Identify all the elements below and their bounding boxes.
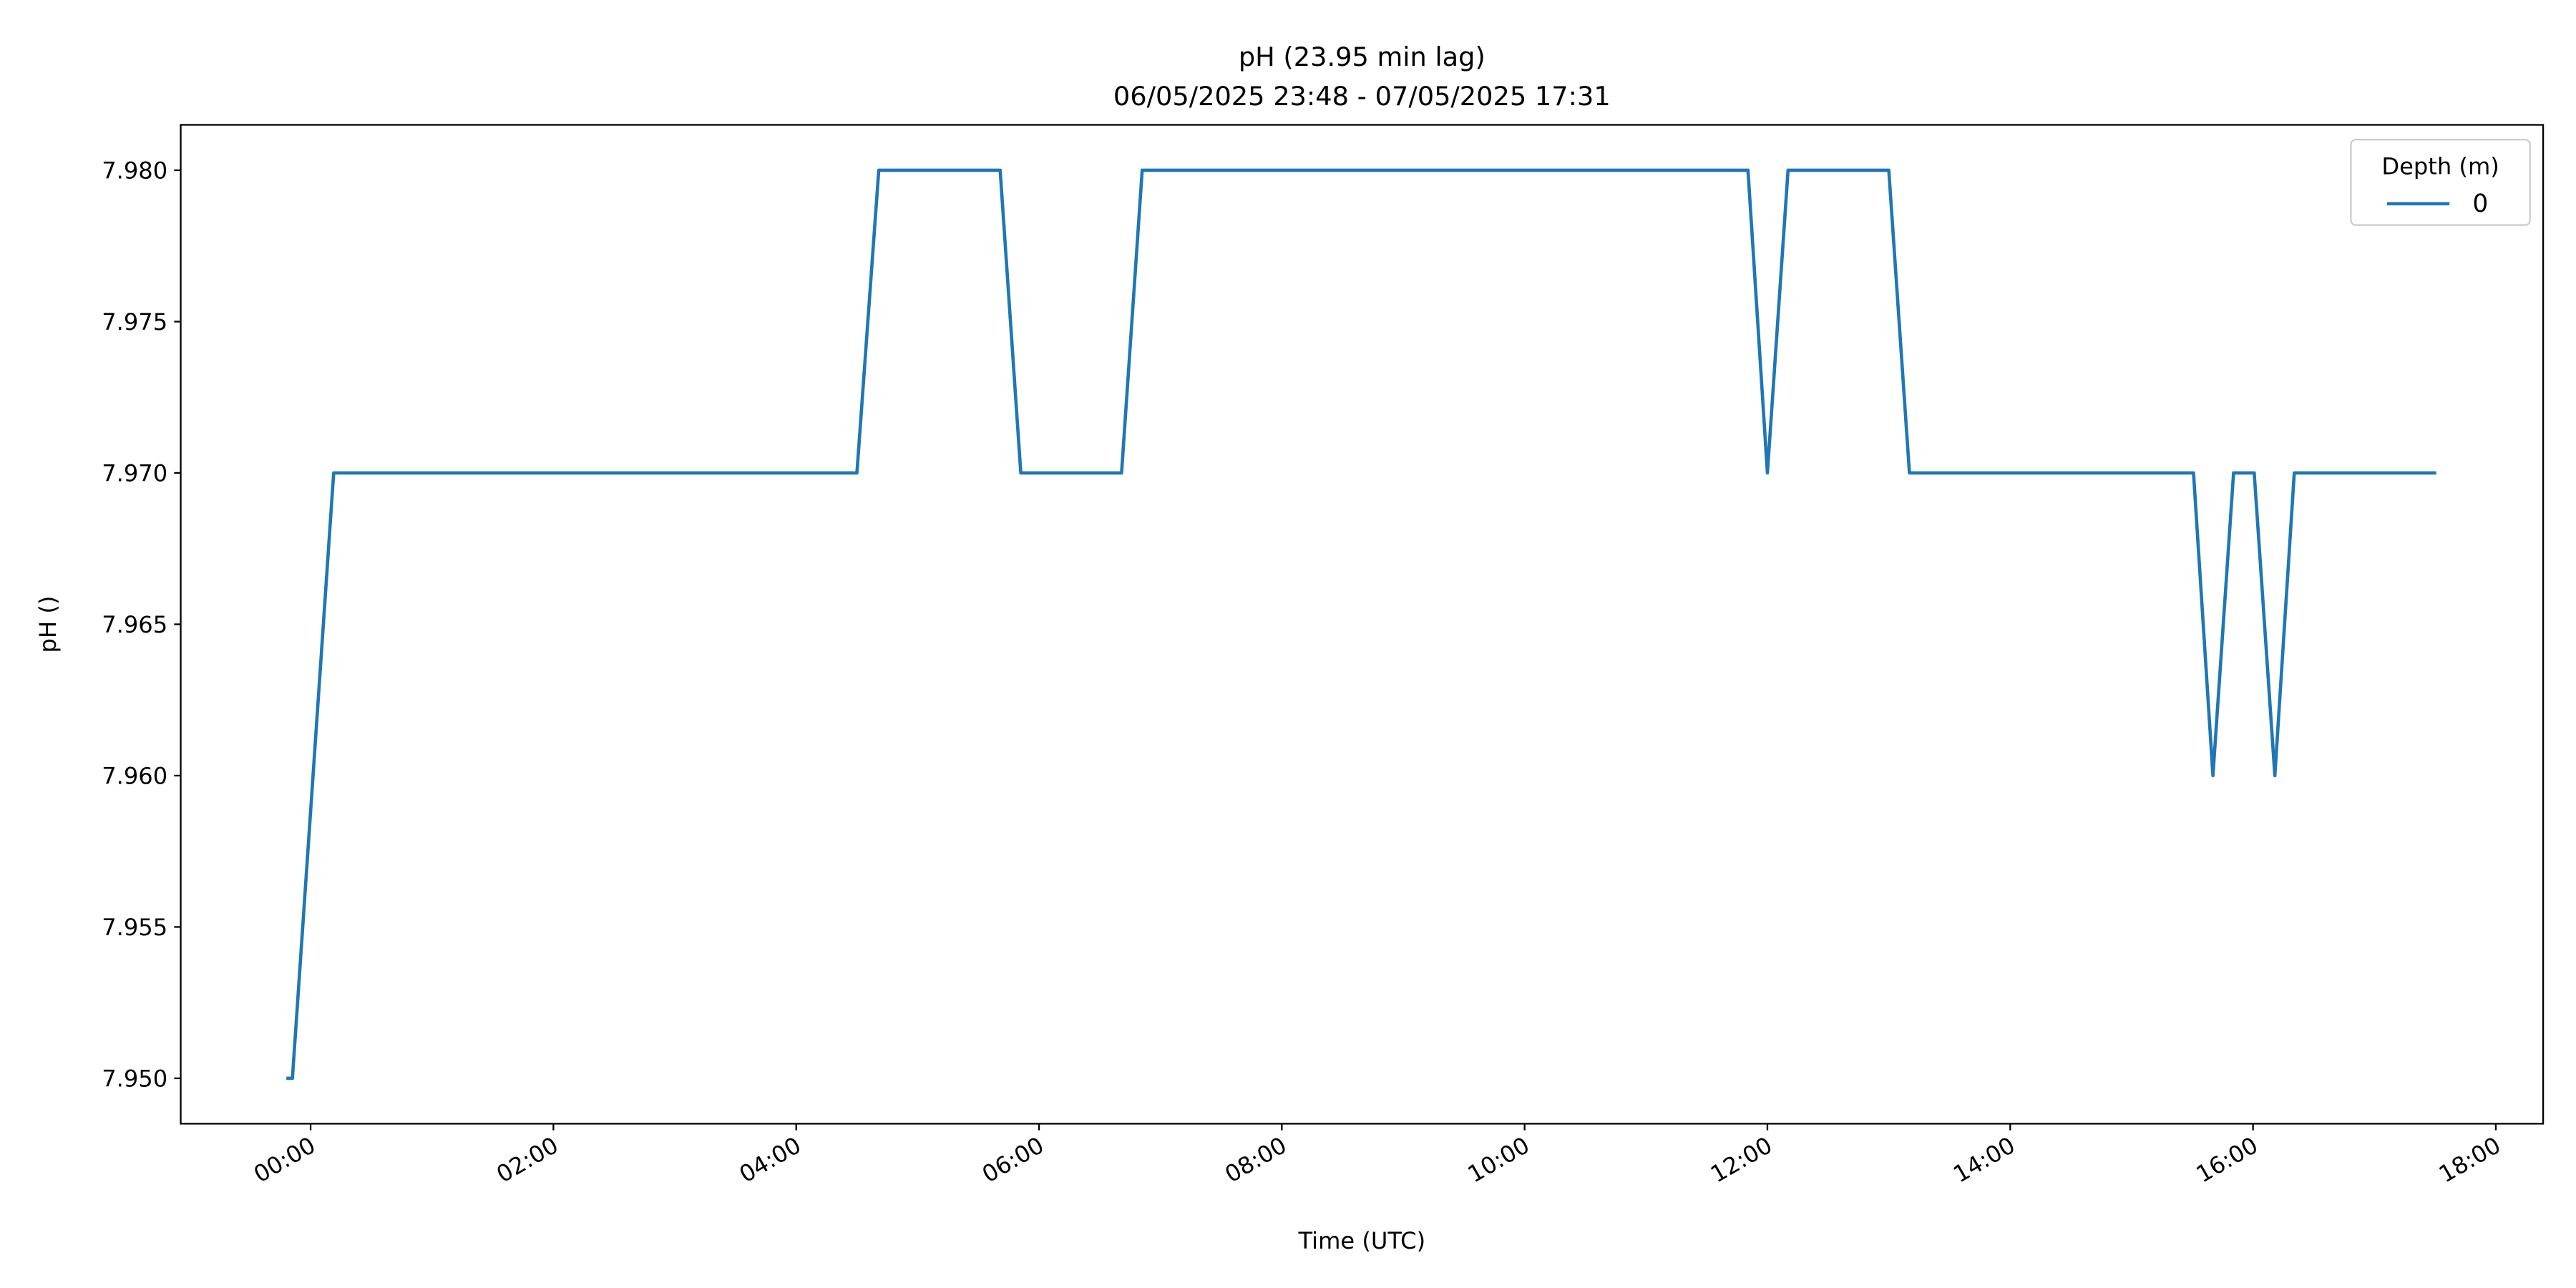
y-tick-label: 7.950 xyxy=(102,1065,167,1092)
y-tick-label: 7.955 xyxy=(102,914,167,941)
legend-label: 0 xyxy=(2472,190,2488,218)
chart-title: pH (23.95 min lag) xyxy=(1239,42,1485,72)
y-tick-label: 7.975 xyxy=(102,308,167,336)
y-tick-label: 7.980 xyxy=(102,157,167,184)
x-axis-label: Time (UTC) xyxy=(1298,1227,1426,1254)
y-tick-label: 7.970 xyxy=(102,459,167,487)
plot-frame xyxy=(180,124,2545,1125)
data-line xyxy=(286,168,2436,1080)
y-tick-label: 7.965 xyxy=(102,611,167,638)
y-axis-label: pH () xyxy=(34,596,62,653)
legend-title: Depth (m) xyxy=(2381,152,2499,180)
chart-subtitle: 06/05/2025 23:48 - 07/05/2025 17:31 xyxy=(1113,81,1611,112)
legend: Depth (m) 0 xyxy=(2350,139,2531,226)
y-tick-label: 7.960 xyxy=(102,762,167,789)
